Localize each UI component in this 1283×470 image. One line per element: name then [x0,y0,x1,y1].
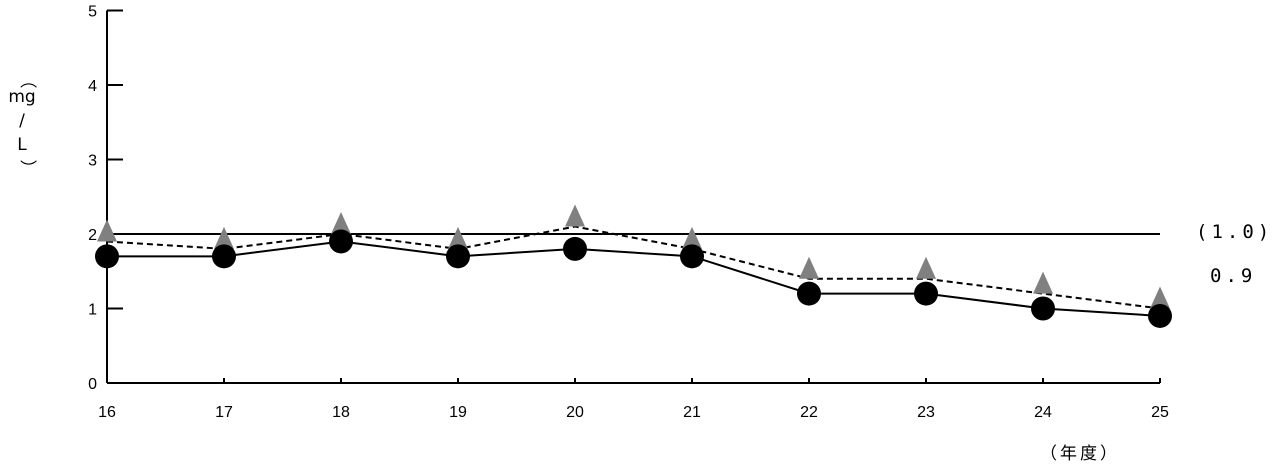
circle-point [446,244,470,269]
triangle-point [799,256,819,279]
circle-point [914,281,938,306]
x-tick-label: 18 [332,404,350,421]
circle-point [95,244,119,269]
circle-point [1031,296,1055,321]
triangle-point [331,212,351,234]
series-group [95,204,1172,328]
y-tick-label: 1 [88,302,97,319]
circle-point [680,244,704,269]
series-circle [95,229,1172,328]
triangle-point [682,226,702,249]
circle-point [1148,303,1172,328]
svg-text:）: ） [17,160,37,177]
triangle-point [1150,286,1170,309]
circle-point [563,236,587,261]
series-triangle [97,204,1170,310]
triangle-point [214,226,234,249]
series-line-triangle [106,225,1161,310]
x-ticks: 16 17 18 19 20 21 22 23 24 25 [98,378,1169,421]
triangle-point [916,256,936,279]
y-ticks: 0 1 2 3 4 5 [88,4,123,393]
svg-text:/: / [19,111,25,131]
annotation-reference-value: (1.0) [1196,221,1273,243]
axes [106,10,1160,384]
y-tick-label: 2 [88,227,97,244]
svg-text:mg: mg [8,87,35,107]
x-tick-label: 25 [1151,404,1169,421]
circle-point [797,281,821,306]
x-tick-label: 23 [917,404,935,421]
circle-point [212,244,236,269]
y-tick-label: 4 [88,78,97,95]
triangle-point [97,219,117,242]
y-tick-label: 3 [88,153,97,170]
x-tick-label: 16 [98,404,116,421]
x-tick-label: 24 [1034,404,1052,421]
y-tick-label: 5 [88,4,97,21]
annotation-last-value: 0.9 [1210,265,1256,287]
series-line-circle [107,240,1161,317]
y-axis-label: （ mg / L ） [8,72,37,177]
triangle-point [448,226,468,249]
circle-point [329,229,353,254]
triangle-point [565,204,585,227]
x-tick-label: 21 [683,404,701,421]
x-tick-label: 22 [800,404,818,421]
x-tick-label: 20 [566,404,584,421]
svg-text:L: L [17,135,27,155]
x-tick-label: 17 [215,404,233,421]
y-tick-label: 0 [88,376,97,393]
x-tick-label: 19 [449,404,467,421]
x-axis-unit-label: （年度） [1040,444,1120,464]
triangle-point [1033,271,1053,294]
svg-text:（: （ [17,72,37,89]
